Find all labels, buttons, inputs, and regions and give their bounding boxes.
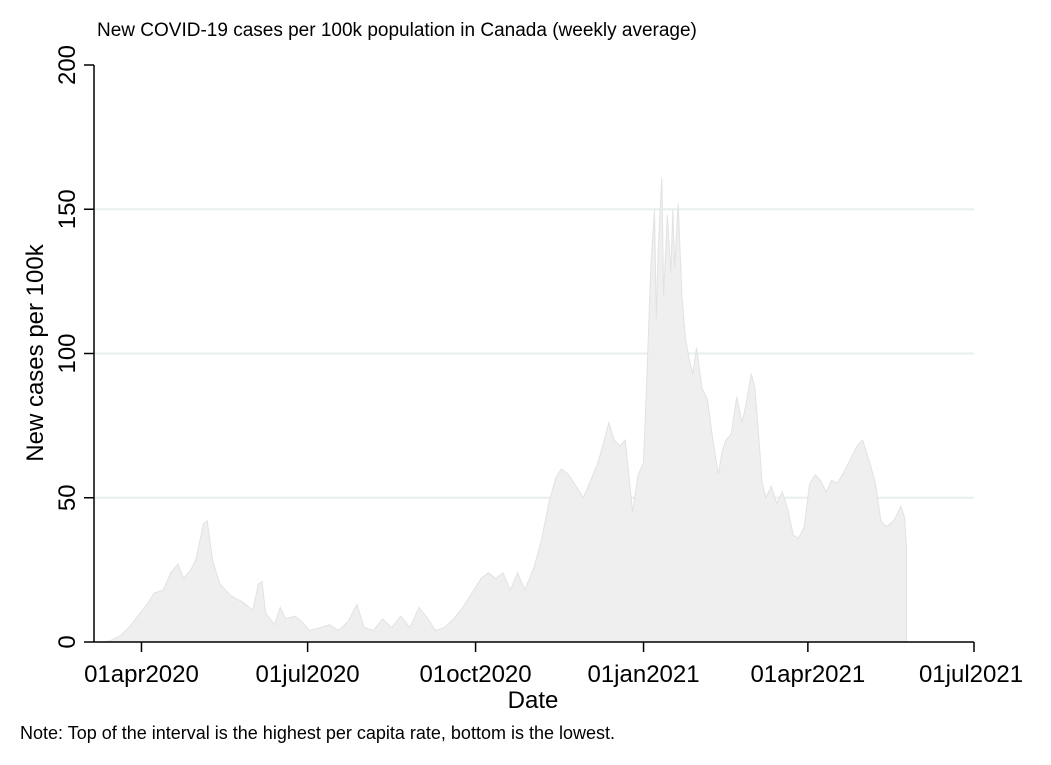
area-series — [103, 177, 907, 643]
x-ticks: 01apr2020 01jul2020 01oct2020 01jan2021 01ap… — [84, 642, 1023, 688]
gridlines — [94, 208, 974, 499]
y-tick-label-100: 100 — [54, 333, 81, 373]
x-tick-label-01jul2021: 01jul2021 — [919, 661, 1023, 688]
y-tick-label-50: 50 — [54, 484, 81, 511]
y-tick-label-0: 0 — [54, 635, 81, 648]
x-tick-label-01apr2021: 01apr2021 — [750, 661, 865, 688]
x-tick-label-01oct2020: 01oct2020 — [420, 661, 532, 688]
area-series-0 — [103, 177, 907, 643]
chart-note: Note: Top of the interval is the highest… — [20, 723, 615, 743]
chart-title: New COVID-19 cases per 100k population i… — [97, 20, 697, 41]
x-tick-label-01jan2021: 01jan2021 — [587, 661, 699, 688]
y-ticks: 0 50 100 150 200 — [54, 45, 94, 649]
x-tick-label-01apr2020: 01apr2020 — [84, 661, 199, 688]
y-tick-label-150: 150 — [54, 189, 81, 229]
x-axis-label: Date — [508, 687, 559, 714]
y-tick-label-200: 200 — [54, 45, 81, 85]
x-tick-label-01jul2020: 01jul2020 — [256, 661, 360, 688]
y-axis-label: New cases per 100k — [22, 243, 49, 461]
